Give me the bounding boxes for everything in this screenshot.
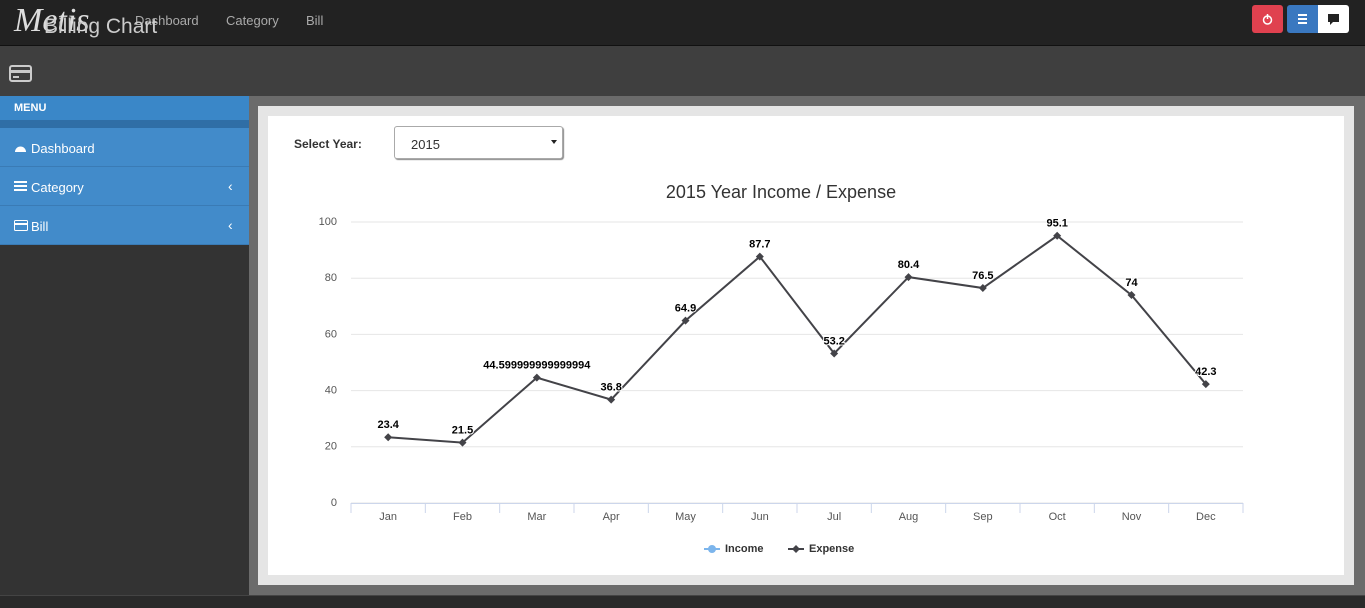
data-label: 23.4 (377, 419, 399, 431)
data-label: 74 (1125, 277, 1138, 289)
chat-icon (1328, 14, 1339, 25)
item-icon (15, 146, 26, 152)
data-label: 95.1 (1046, 218, 1067, 230)
menu-item-text: Bill (31, 219, 49, 234)
x-tick-label: Jul (827, 511, 841, 523)
y-tick-label: 40 (325, 385, 337, 397)
series-line (388, 234, 1207, 444)
y-tick-label: 60 (325, 328, 337, 340)
footer (0, 595, 1365, 608)
nav-link[interactable]: Bill (306, 13, 324, 28)
y-tick-label: 80 (325, 272, 337, 284)
data-label: 53.2 (823, 335, 844, 347)
menu-divider (0, 120, 249, 128)
x-tick-label: Jan (379, 511, 397, 523)
point (1201, 380, 1210, 389)
point (1127, 291, 1136, 300)
item-icon (14, 181, 27, 191)
x-tick-label: Apr (603, 511, 620, 523)
point (830, 349, 839, 358)
point (904, 273, 913, 282)
data-label: 21.5 (452, 424, 473, 436)
power-icon (1262, 14, 1273, 25)
data-label: 76.5 (972, 270, 993, 282)
point (532, 373, 541, 382)
chevron: ‹ (228, 217, 233, 233)
x-tick-label: Nov (1122, 511, 1142, 523)
menu-heading-text: MENU (14, 102, 47, 114)
data-label: 80.4 (898, 259, 920, 271)
select-label: Select Year: (294, 137, 362, 151)
point (1053, 231, 1062, 240)
data-label: 87.7 (749, 238, 770, 250)
top-bar (0, 0, 1365, 46)
point (458, 438, 467, 447)
menu-item-text: Dashboard (31, 141, 95, 156)
menu-item[interactable]: Category ‹ (0, 167, 249, 206)
chart: 2015 Year Income / Expense 0 20 40 60 80 100 J… (319, 182, 1244, 555)
x-tick-label: Sep (973, 511, 993, 523)
y-tick-label: 100 (319, 216, 337, 228)
data-label: 44.599999999999994 (483, 360, 591, 372)
card (268, 116, 1344, 575)
menu-button[interactable] (1287, 5, 1318, 33)
select-value: 2015 (411, 137, 440, 152)
legend-label: Income (725, 543, 764, 555)
year-select[interactable]: 2015 (394, 126, 563, 159)
x-tick-label: Jun (751, 511, 769, 523)
menu-item-text: Category (31, 180, 84, 195)
item-icon (14, 220, 28, 231)
nav-link[interactable]: Dashboard (135, 13, 199, 28)
point (607, 395, 616, 404)
point (755, 252, 764, 261)
chevron: ‹ (228, 178, 233, 194)
select-arrow (551, 140, 557, 144)
menu-item[interactable]: Bill ‹ (0, 206, 249, 245)
x-tick-label: Oct (1049, 511, 1066, 523)
point (978, 284, 987, 293)
y-tick-label: 20 (325, 441, 337, 453)
menu-icon (1298, 14, 1307, 24)
brand[interactable]: Metis (14, 2, 90, 39)
x-tick-label: Aug (899, 511, 919, 523)
card-icon (9, 65, 32, 82)
chat-button[interactable] (1318, 5, 1349, 33)
power-button[interactable] (1252, 5, 1283, 33)
menu-heading: MENU (0, 96, 249, 120)
data-label: 36.8 (600, 381, 621, 393)
x-tick-label: Dec (1196, 511, 1216, 523)
nav-link[interactable]: Category (226, 13, 279, 28)
data-label: 64.9 (675, 303, 696, 315)
page-title: Billing Chart (44, 15, 158, 38)
data-label: 42.3 (1195, 366, 1216, 378)
y-tick-label: 0 (331, 497, 337, 509)
chart-title: 2015 Year Income / Expense (666, 182, 896, 202)
point (681, 316, 690, 325)
x-tick-label: Feb (453, 511, 472, 523)
menu-item[interactable]: Dashboard (0, 128, 249, 167)
legend-marker (792, 545, 800, 553)
x-tick-label: Mar (527, 511, 546, 523)
x-tick-label: May (675, 511, 696, 523)
point (384, 433, 393, 442)
legend-marker (708, 545, 716, 553)
legend-label: Expense (809, 543, 854, 555)
